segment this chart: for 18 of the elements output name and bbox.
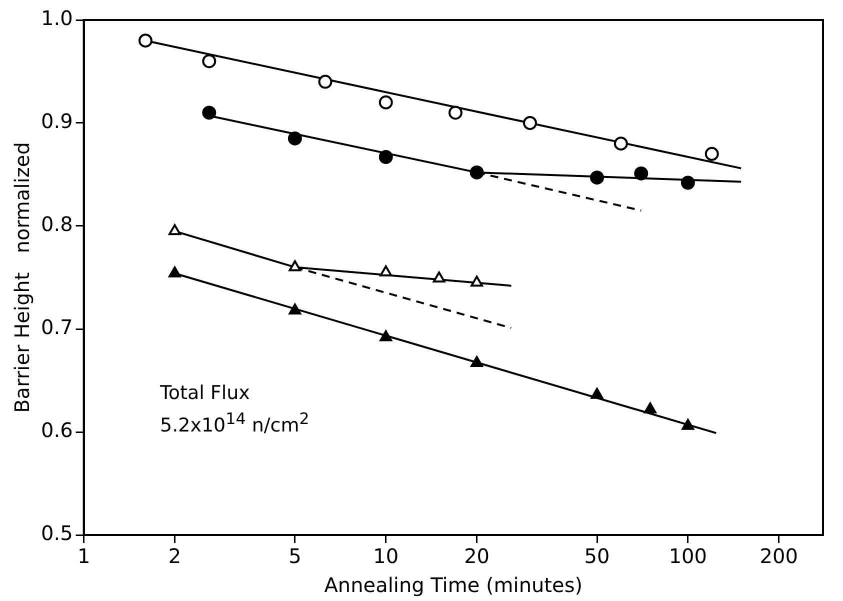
y-tick-label: 1.0 bbox=[40, 6, 73, 30]
y-tick-label: 0.7 bbox=[40, 315, 73, 340]
annotation: Total Flux bbox=[160, 381, 251, 406]
x-tick-label: 20 bbox=[464, 544, 490, 568]
x-tick-label: 1 bbox=[77, 544, 90, 568]
y-tick-label: 0.9 bbox=[40, 109, 73, 134]
annotation: 5.2x10$^{14}$ n/cm$^{2}$ bbox=[160, 408, 310, 438]
y-tick-label: 0.6 bbox=[40, 418, 73, 442]
x-tick-label: 5 bbox=[288, 544, 302, 568]
y-tick-label: 0.8 bbox=[40, 212, 73, 236]
x-tick-label: 2 bbox=[168, 544, 182, 568]
x-tick-label: 10 bbox=[373, 544, 399, 568]
y-tick-label: 0.5 bbox=[40, 521, 73, 546]
x-tick-label: 200 bbox=[760, 544, 798, 568]
x-tick-label: 100 bbox=[668, 544, 708, 568]
x-tick-label: 50 bbox=[584, 544, 610, 568]
x-axis-title: Annealing Time (minutes) bbox=[324, 573, 583, 598]
y-axis-title: Barrier Height normalized bbox=[10, 142, 34, 413]
